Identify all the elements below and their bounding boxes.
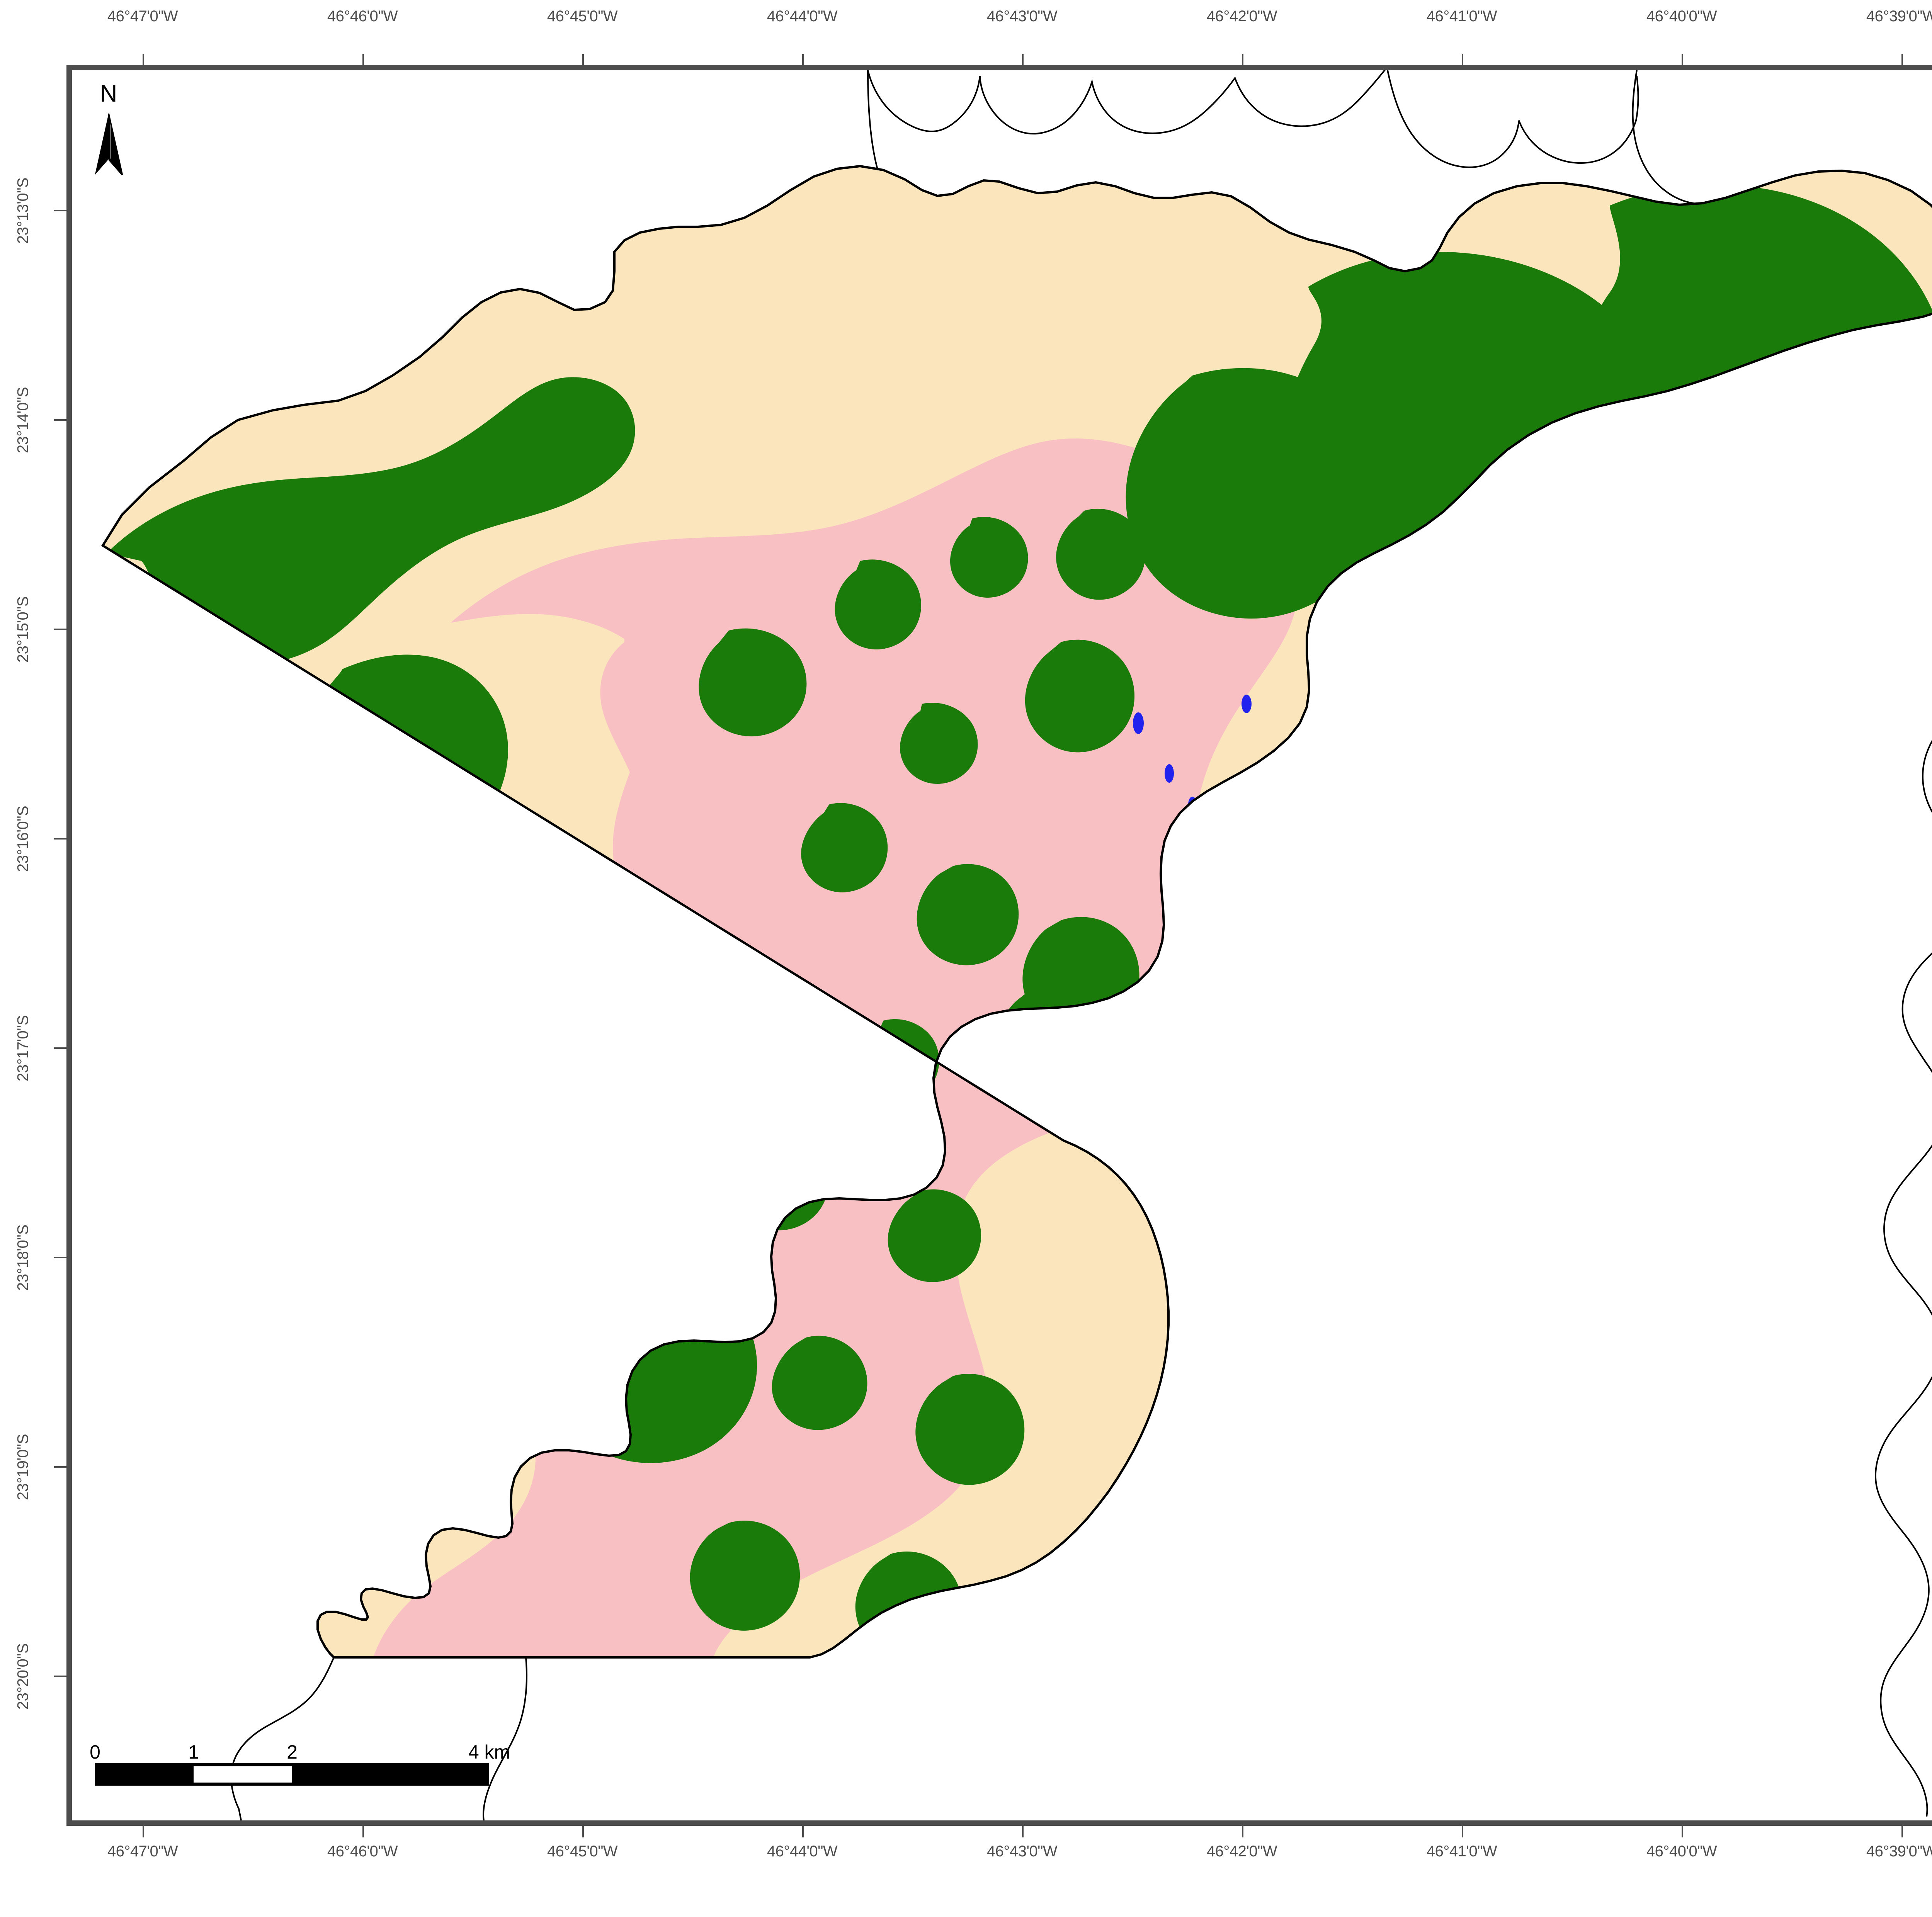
lon-label-bot-4: 46°43'0"W — [986, 1843, 1058, 1860]
lon-label-top-7: 46°40'0"W — [1646, 8, 1717, 25]
lon-label-top-3: 46°44'0"W — [767, 8, 838, 25]
lon-label-bot-8: 46°39'0"W — [1866, 1843, 1932, 1860]
north-label: N — [100, 80, 117, 107]
scale-seg-1-2 — [194, 1763, 292, 1786]
lon-label-top-8: 46°39'0"W — [1866, 8, 1932, 25]
lon-label-bot-7: 46°40'0"W — [1646, 1843, 1717, 1860]
lat-label-7: 23°20'0"S — [14, 1643, 32, 1710]
north-arrow-icon — [95, 113, 123, 175]
lat-label-5: 23°18'0"S — [14, 1224, 32, 1291]
scale-seg-2-4 — [292, 1763, 489, 1786]
scale-seg-0-1 — [95, 1763, 194, 1786]
lon-label-bot-6: 46°41'0"W — [1426, 1843, 1497, 1860]
lat-label-4: 23°17'0"S — [14, 1015, 32, 1082]
scale-bar: 0 1 2 4 km — [90, 1739, 547, 1793]
scale-tick-0: 0 — [90, 1741, 100, 1763]
lon-label-top-4: 46°43'0"W — [986, 8, 1058, 25]
lat-label-2: 23°15'0"S — [14, 596, 32, 663]
lon-label-top-6: 46°41'0"W — [1426, 8, 1497, 25]
map-frame: N 0 1 2 4 km — [66, 65, 1932, 1826]
scale-tick-1: 1 — [188, 1741, 199, 1763]
lon-label-bot-5: 46°42'0"W — [1206, 1843, 1277, 1860]
lon-label-top-2: 46°45'0"W — [547, 8, 618, 25]
lon-label-bot-3: 46°44'0"W — [767, 1843, 838, 1860]
scale-tick-4km: 4 km — [468, 1741, 510, 1763]
scale-tick-2: 2 — [287, 1741, 298, 1763]
lat-label-1: 23°14'0"S — [14, 387, 32, 454]
scale-bar-track — [95, 1763, 489, 1786]
lat-label-6: 23°19'0"S — [14, 1434, 32, 1501]
north-arrow: N — [87, 82, 130, 178]
lon-label-top-0: 46°47'0"W — [107, 8, 178, 25]
scale-bar-labels: 0 1 2 4 km — [90, 1739, 547, 1763]
lon-label-bot-0: 46°47'0"W — [107, 1843, 178, 1860]
municipality-boundary — [101, 165, 1932, 1659]
lon-label-bot-2: 46°45'0"W — [547, 1843, 618, 1860]
lat-label-3: 23°16'0"S — [14, 806, 32, 872]
lat-label-0: 23°13'0"S — [14, 177, 32, 244]
lon-label-top-1: 46°46'0"W — [327, 8, 398, 25]
map-canvas — [101, 70, 1932, 1820]
land-use-layer — [103, 166, 1932, 1657]
lon-label-bot-1: 46°46'0"W — [327, 1843, 398, 1860]
lon-label-top-5: 46°42'0"W — [1206, 8, 1277, 25]
